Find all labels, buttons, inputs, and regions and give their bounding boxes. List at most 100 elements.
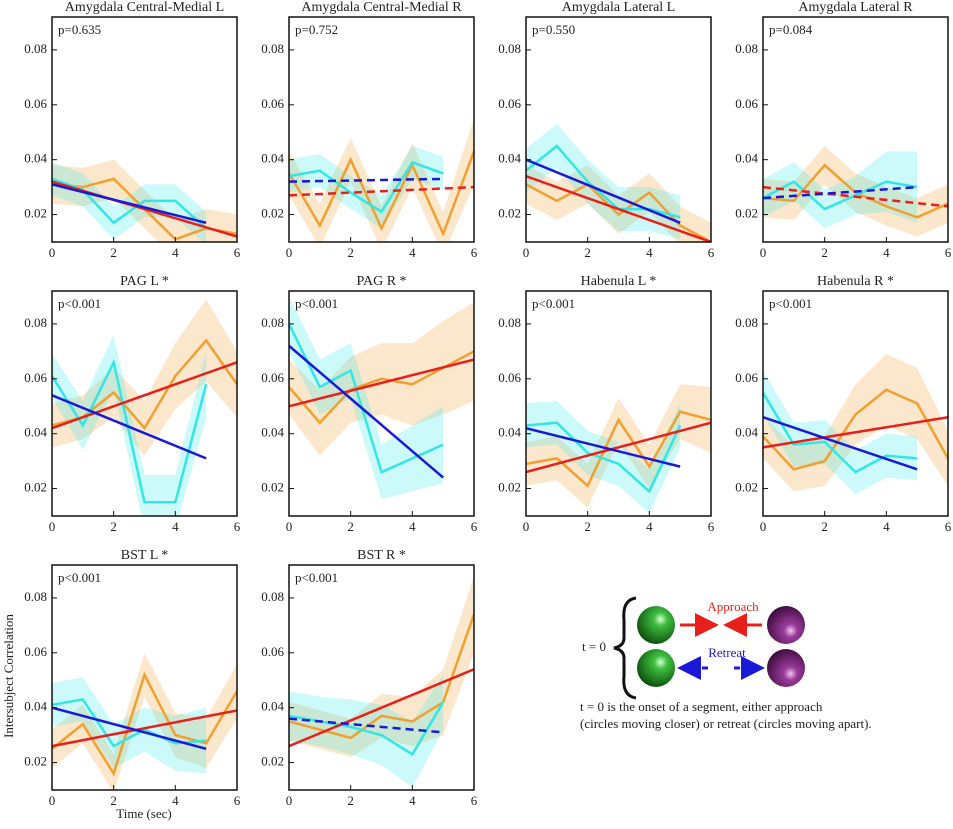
data-line bbox=[289, 701, 445, 757]
p-value: p<0.001 bbox=[769, 296, 812, 311]
x-tick-label: 4 bbox=[883, 519, 890, 534]
x-tick-label: 6 bbox=[471, 519, 478, 534]
x-tick-label: 4 bbox=[409, 519, 416, 534]
data-line bbox=[763, 391, 918, 474]
y-tick-label: 0.08 bbox=[261, 41, 284, 56]
x-tick-label: 2 bbox=[821, 245, 828, 260]
error-band bbox=[289, 145, 444, 229]
chart-title: Amygdala Lateral L bbox=[562, 0, 676, 15]
plot-frame bbox=[763, 17, 948, 242]
x-tick-label: 0 bbox=[523, 245, 530, 260]
chart-title: Habenula L * bbox=[581, 274, 657, 289]
fit-line bbox=[52, 361, 237, 430]
x-tick-label: 6 bbox=[708, 519, 715, 534]
x-axis-label: Time (sec) bbox=[116, 806, 172, 821]
error-band bbox=[763, 354, 948, 492]
fit-line bbox=[52, 183, 207, 225]
y-tick-label: 0.04 bbox=[735, 151, 758, 166]
approach-label: Approach bbox=[707, 599, 759, 614]
y-tick-label: 0.04 bbox=[24, 151, 47, 166]
chart-title: Amygdala Central-Medial R bbox=[301, 0, 462, 15]
data-line bbox=[526, 410, 711, 488]
y-tick-label: 0.02 bbox=[24, 480, 47, 495]
x-tick-label: 6 bbox=[234, 793, 241, 808]
x-tick-label: 6 bbox=[708, 245, 715, 260]
x-tick-label: 2 bbox=[584, 245, 591, 260]
y-tick-label: 0.04 bbox=[261, 699, 284, 714]
data-line bbox=[289, 160, 444, 214]
fit-line bbox=[52, 394, 207, 460]
x-tick-label: 0 bbox=[49, 519, 56, 534]
x-tick-label: 6 bbox=[945, 245, 952, 260]
y-tick-label: 0.08 bbox=[261, 589, 284, 604]
x-tick-label: 2 bbox=[584, 519, 591, 534]
p-value: p<0.001 bbox=[295, 296, 338, 311]
error-band bbox=[52, 299, 237, 456]
error-band bbox=[763, 370, 918, 495]
error-band bbox=[289, 118, 474, 242]
plot-border bbox=[525, 16, 712, 243]
x-tick-label: 2 bbox=[110, 793, 117, 808]
x-tick-label: 0 bbox=[286, 245, 293, 260]
x-tick-label: 4 bbox=[883, 245, 890, 260]
chart-title: BST L * bbox=[121, 548, 168, 563]
plot-frame bbox=[52, 17, 237, 242]
x-tick-label: 4 bbox=[409, 793, 416, 808]
y-tick-label: 0.06 bbox=[735, 96, 758, 111]
x-tick-label: 6 bbox=[471, 245, 478, 260]
y-tick-label: 0.02 bbox=[24, 754, 47, 769]
data-line bbox=[526, 421, 682, 494]
chart-title: PAG R * bbox=[356, 274, 406, 289]
green-circle bbox=[637, 606, 675, 644]
x-tick-label: 4 bbox=[172, 519, 179, 534]
x-tick-label: 4 bbox=[409, 245, 416, 260]
chart-title: Habenula R * bbox=[817, 274, 894, 289]
x-tick-label: 2 bbox=[347, 519, 354, 534]
y-tick-label: 0.02 bbox=[261, 480, 284, 495]
chart-title: Amygdala Central-Medial L bbox=[65, 0, 224, 15]
y-tick-label: 0.02 bbox=[735, 206, 758, 221]
p-value: p<0.001 bbox=[58, 570, 101, 585]
y-tick-label: 0.08 bbox=[24, 315, 47, 330]
legend-diagram: t = 0 Approach Retreat t = 0 is the onse… bbox=[580, 596, 872, 731]
plot-border bbox=[51, 564, 238, 791]
y-tick-label: 0.02 bbox=[735, 480, 758, 495]
chart-title: Amygdala Lateral R bbox=[798, 0, 913, 15]
x-tick-label: 4 bbox=[172, 245, 179, 260]
t0-label: t = 0 bbox=[582, 639, 606, 654]
y-tick-label: 0.04 bbox=[261, 425, 284, 440]
x-tick-label: 0 bbox=[49, 245, 56, 260]
y-tick-label: 0.06 bbox=[498, 96, 521, 111]
y-tick-label: 0.06 bbox=[735, 370, 758, 385]
fit-line bbox=[763, 415, 948, 449]
y-tick-label: 0.04 bbox=[261, 151, 284, 166]
plot-border bbox=[288, 564, 475, 791]
x-tick-label: 0 bbox=[286, 519, 293, 534]
y-tick-label: 0.06 bbox=[261, 370, 284, 385]
plot-border bbox=[525, 290, 712, 517]
y-tick-label: 0.02 bbox=[24, 206, 47, 221]
fit-line bbox=[52, 706, 207, 751]
y-tick-label: 0.08 bbox=[24, 589, 47, 604]
y-tick-label: 0.02 bbox=[261, 206, 284, 221]
plot-frame bbox=[289, 565, 474, 790]
y-tick-label: 0.04 bbox=[735, 425, 758, 440]
x-tick-label: 2 bbox=[821, 519, 828, 534]
plot-frame bbox=[526, 17, 711, 242]
y-tick-label: 0.04 bbox=[24, 699, 47, 714]
green-circle bbox=[637, 649, 675, 687]
y-tick-label: 0.04 bbox=[498, 425, 521, 440]
fit-line bbox=[526, 421, 711, 474]
fit-line bbox=[763, 185, 948, 208]
plot-border bbox=[288, 16, 475, 243]
data-line bbox=[763, 180, 918, 211]
y-tick-label: 0.06 bbox=[498, 370, 521, 385]
y-tick-label: 0.06 bbox=[24, 644, 47, 659]
purple-circle bbox=[767, 606, 805, 644]
p-value: p=0.550 bbox=[532, 22, 575, 37]
chart-title: BST R * bbox=[357, 548, 406, 563]
plot-border bbox=[51, 16, 238, 243]
fit-line bbox=[526, 158, 681, 224]
x-tick-label: 4 bbox=[646, 245, 653, 260]
fit-line bbox=[763, 416, 918, 471]
